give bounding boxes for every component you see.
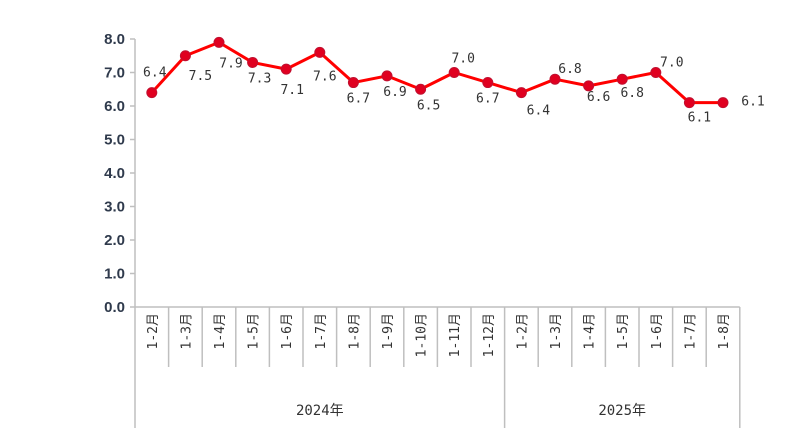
y-tick-label: 1.0: [104, 266, 125, 283]
data-point: [280, 63, 292, 75]
x-group-label: 2025年: [598, 403, 646, 419]
y-tick-label: 7.0: [104, 65, 125, 82]
data-label: 7.6: [313, 69, 336, 84]
data-point: [415, 83, 427, 95]
data-point: [381, 70, 393, 82]
data-label: 6.5: [417, 98, 440, 113]
y-tick-label: 8.0: [104, 31, 125, 48]
y-tick-label: 0.0: [104, 299, 125, 316]
x-category-label: 1-6月: [650, 313, 665, 349]
data-label: 7.0: [451, 52, 474, 67]
x-category-label: 1-5月: [247, 313, 262, 349]
data-label: 7.1: [280, 83, 303, 98]
y-tick-label: 5.0: [104, 132, 125, 149]
data-point: [683, 97, 695, 109]
data-point: [247, 56, 259, 68]
x-category-label: 1-5月: [616, 313, 631, 349]
x-category-label: 1-9月: [381, 313, 396, 349]
x-category-label: 1-3月: [179, 313, 194, 349]
x-category-label: 1-7月: [683, 313, 698, 349]
y-tick-label: 2.0: [104, 232, 125, 249]
data-point: [717, 97, 729, 109]
data-point: [583, 80, 595, 92]
data-label: 7.0: [660, 56, 683, 71]
x-category-label: 1-2月: [515, 313, 530, 349]
data-point: [515, 87, 527, 99]
data-point: [179, 50, 191, 62]
data-label: 6.6: [587, 90, 610, 105]
data-label: 6.7: [476, 92, 499, 107]
data-label: 6.9: [383, 85, 406, 100]
data-point: [482, 77, 494, 89]
data-point: [549, 73, 561, 85]
data-label: 7.5: [189, 69, 212, 84]
data-label: 7.3: [248, 71, 271, 86]
series-line: [150, 40, 723, 105]
data-point: [314, 46, 326, 58]
x-category-label: 1-6月: [280, 313, 295, 349]
data-label: 6.4: [143, 66, 167, 81]
data-label: 6.8: [558, 62, 581, 77]
data-label: 6.4: [527, 104, 551, 119]
x-category-label: 1-11月: [448, 313, 463, 357]
x-category-label: 1-10月: [415, 313, 430, 357]
data-point: [448, 67, 460, 78]
x-category-label: 1-12月: [482, 313, 497, 357]
data-point: [213, 36, 225, 48]
x-category-label: 1-4月: [583, 313, 598, 349]
data-point: [347, 77, 359, 89]
x-category-label: 1-7月: [314, 313, 329, 349]
y-tick-label: 4.0: [104, 165, 125, 182]
data-label: 6.8: [620, 86, 643, 101]
data-point: [650, 67, 662, 78]
x-category-label: 1-8月: [717, 313, 732, 349]
x-category-label: 1-2月: [146, 313, 161, 349]
data-point: [616, 73, 628, 85]
x-category-label: 1-3月: [549, 313, 564, 349]
data-point: [146, 87, 158, 99]
x-category-label: 1-8月: [347, 313, 362, 349]
data-label: 6.1: [741, 95, 764, 110]
y-tick-label: 3.0: [104, 199, 125, 216]
data-label: 6.7: [347, 92, 370, 107]
data-label: 7.9: [219, 56, 242, 71]
data-label: 6.1: [688, 111, 711, 126]
x-category-label: 1-4月: [213, 313, 228, 349]
y-tick-label: 6.0: [104, 98, 125, 115]
x-group-label: 2024年: [296, 403, 344, 419]
